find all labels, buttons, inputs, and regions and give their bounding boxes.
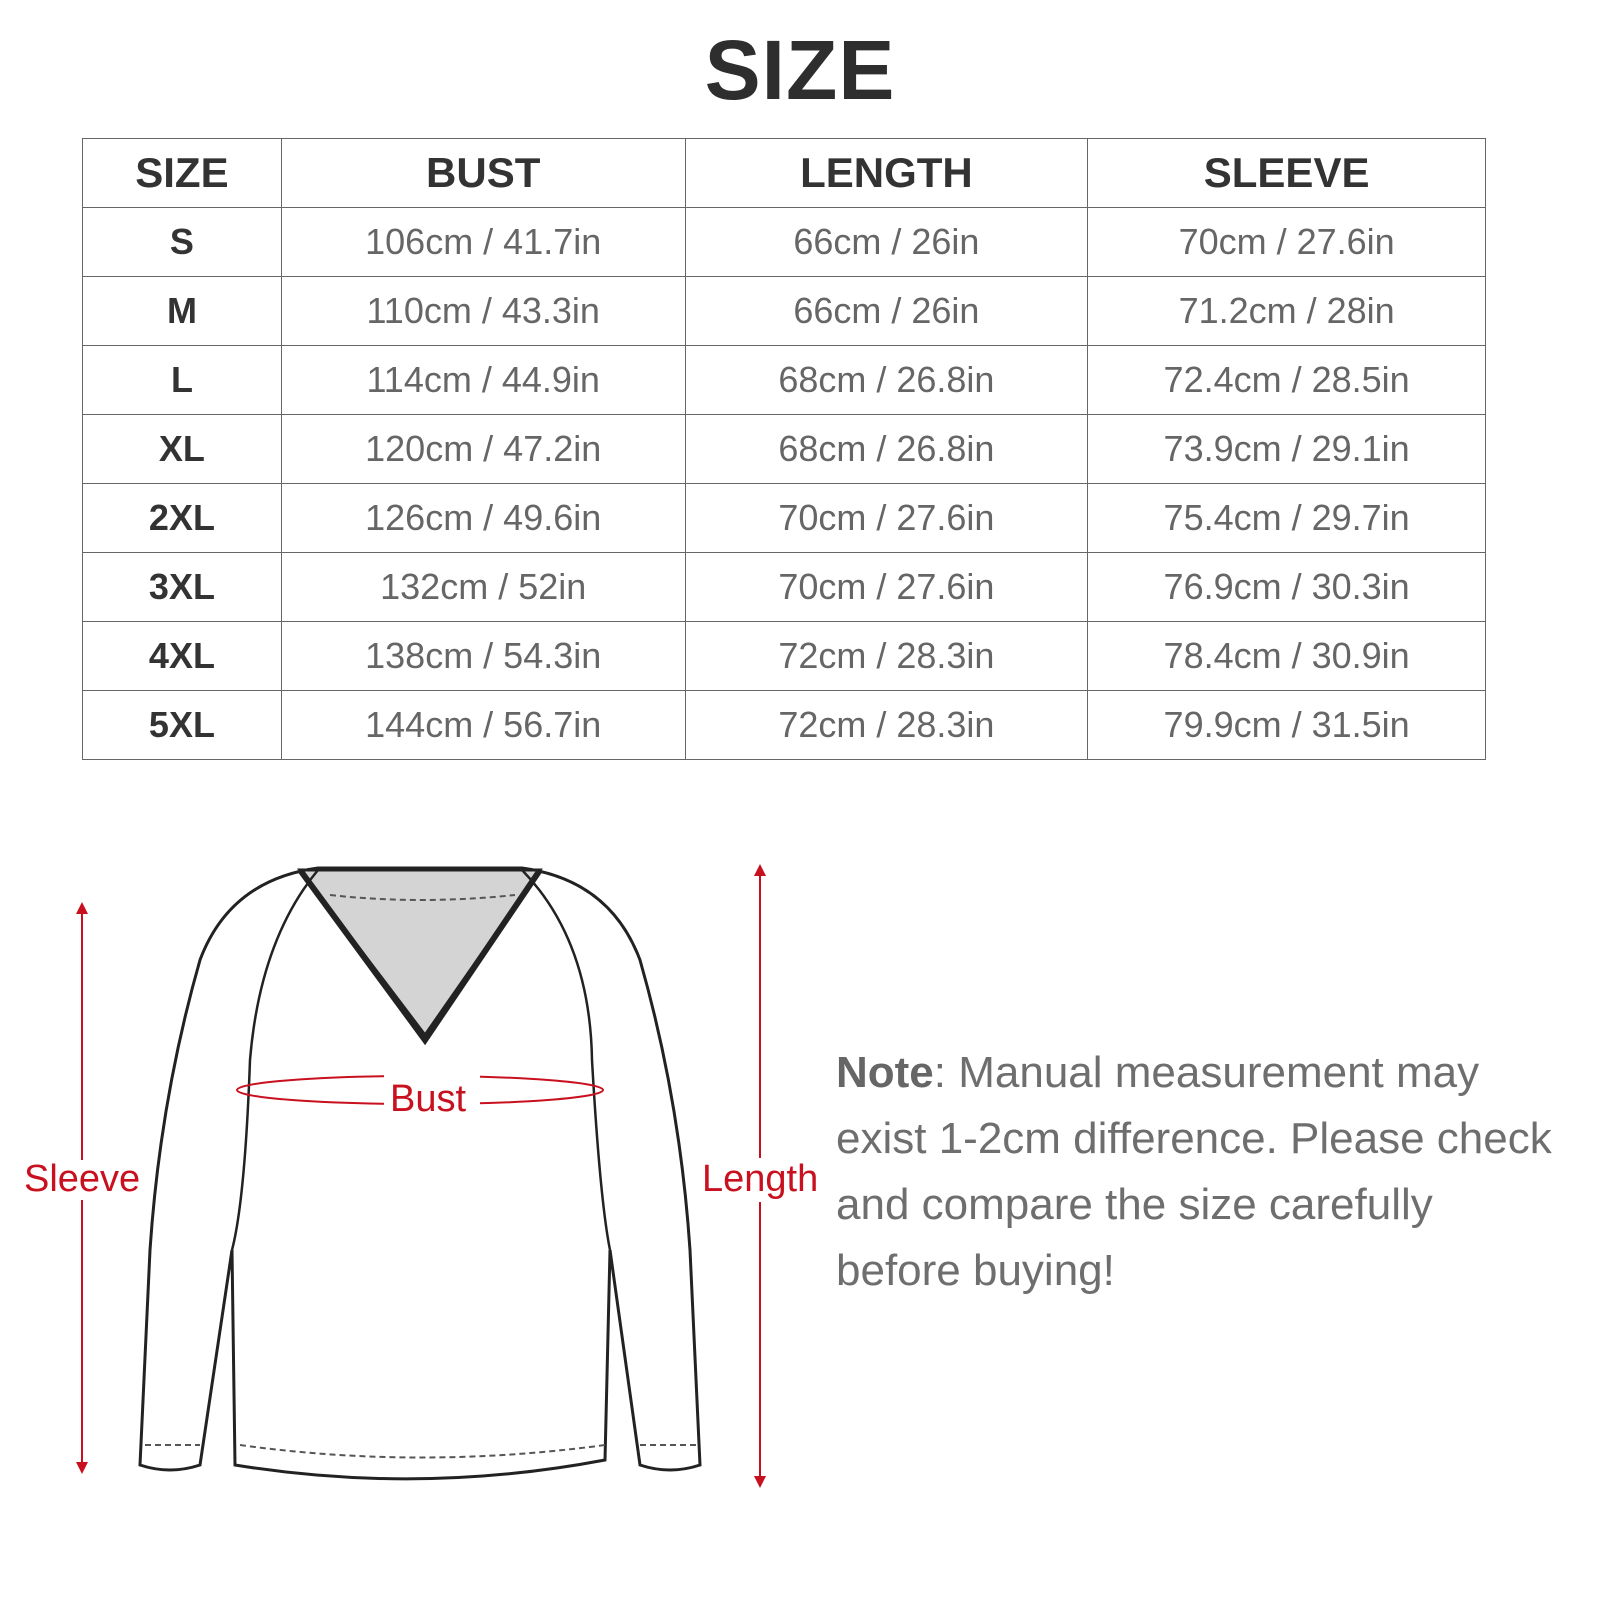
header-sleeve: SLEEVE <box>1087 138 1486 208</box>
shirt-diagram <box>76 864 766 1488</box>
cell-sleeve: 70cm / 27.6in <box>1087 207 1486 277</box>
cell-size: 5XL <box>82 690 282 760</box>
cell-length: 72cm / 28.3in <box>684 621 1089 691</box>
cell-size: M <box>82 276 282 346</box>
cell-size: 3XL <box>82 552 282 622</box>
cell-bust: 106cm / 41.7in <box>280 207 686 277</box>
cell-bust: 126cm / 49.6in <box>280 483 686 553</box>
cell-bust: 138cm / 54.3in <box>280 621 686 691</box>
cell-sleeve: 79.9cm / 31.5in <box>1087 690 1486 760</box>
cell-length: 66cm / 26in <box>684 207 1089 277</box>
table-row: L 114cm / 44.9in 68cm / 26.8in 72.4cm / 28.… <box>82 345 1486 415</box>
cell-sleeve: 78.4cm / 30.9in <box>1087 621 1486 691</box>
cell-bust: 114cm / 44.9in <box>280 345 686 415</box>
cell-size: 4XL <box>82 621 282 691</box>
cell-sleeve: 75.4cm / 29.7in <box>1087 483 1486 553</box>
table-row: 4XL 138cm / 54.3in 72cm / 28.3in 78.4cm / 3… <box>82 621 1486 691</box>
header-bust: BUST <box>280 138 686 208</box>
sleeve-label: Sleeve <box>24 1158 141 1200</box>
cell-bust: 144cm / 56.7in <box>280 690 686 760</box>
shirt-outline <box>138 866 702 1481</box>
cell-length: 72cm / 28.3in <box>684 690 1089 760</box>
length-label: Length <box>702 1158 819 1200</box>
cell-bust: 110cm / 43.3in <box>280 276 686 346</box>
header-size: SIZE <box>82 138 282 208</box>
cell-length: 70cm / 27.6in <box>684 483 1089 553</box>
table-row: M 110cm / 43.3in 66cm / 26in 71.2cm / 28in <box>82 276 1486 346</box>
table-header-row: SIZE BUST LENGTH SLEEVE <box>82 138 1486 208</box>
cell-size: S <box>82 207 282 277</box>
cell-length: 66cm / 26in <box>684 276 1089 346</box>
cell-size: XL <box>82 414 282 484</box>
note-body: : Manual measurement may exist 1-2cm dif… <box>836 1048 1552 1295</box>
page-title: SIZE <box>704 23 896 117</box>
cell-sleeve: 71.2cm / 28in <box>1087 276 1486 346</box>
note-label: Note <box>836 1048 934 1097</box>
cell-size: L <box>82 345 282 415</box>
table-row: 2XL 126cm / 49.6in 70cm / 27.6in 75.4cm / 2… <box>82 483 1486 553</box>
cell-bust: 132cm / 52in <box>280 552 686 622</box>
note-text: Note: Manual measurement may exist 1-2cm… <box>836 1040 1556 1304</box>
cell-length: 68cm / 26.8in <box>684 345 1089 415</box>
cell-bust: 120cm / 47.2in <box>280 414 686 484</box>
cell-sleeve: 76.9cm / 30.3in <box>1087 552 1486 622</box>
cell-sleeve: 72.4cm / 28.5in <box>1087 345 1486 415</box>
header-length: LENGTH <box>684 138 1089 208</box>
cell-length: 70cm / 27.6in <box>684 552 1089 622</box>
cell-sleeve: 73.9cm / 29.1in <box>1087 414 1486 484</box>
size-table: SIZE BUST LENGTH SLEEVE S 106cm / 41.7in 6… <box>82 138 1486 760</box>
table-row: S 106cm / 41.7in 66cm / 26in 70cm / 27.6in <box>82 207 1486 277</box>
table-row: XL 120cm / 47.2in 68cm / 26.8in 73.9cm / 29… <box>82 414 1486 484</box>
cell-length: 68cm / 26.8in <box>684 414 1089 484</box>
cell-size: 2XL <box>82 483 282 553</box>
bust-label: Bust <box>390 1078 467 1120</box>
table-row: 3XL 132cm / 52in 70cm / 27.6in 76.9cm / 30.… <box>82 552 1486 622</box>
table-row: 5XL 144cm / 56.7in 72cm / 28.3in 79.9cm / 3… <box>82 690 1486 760</box>
